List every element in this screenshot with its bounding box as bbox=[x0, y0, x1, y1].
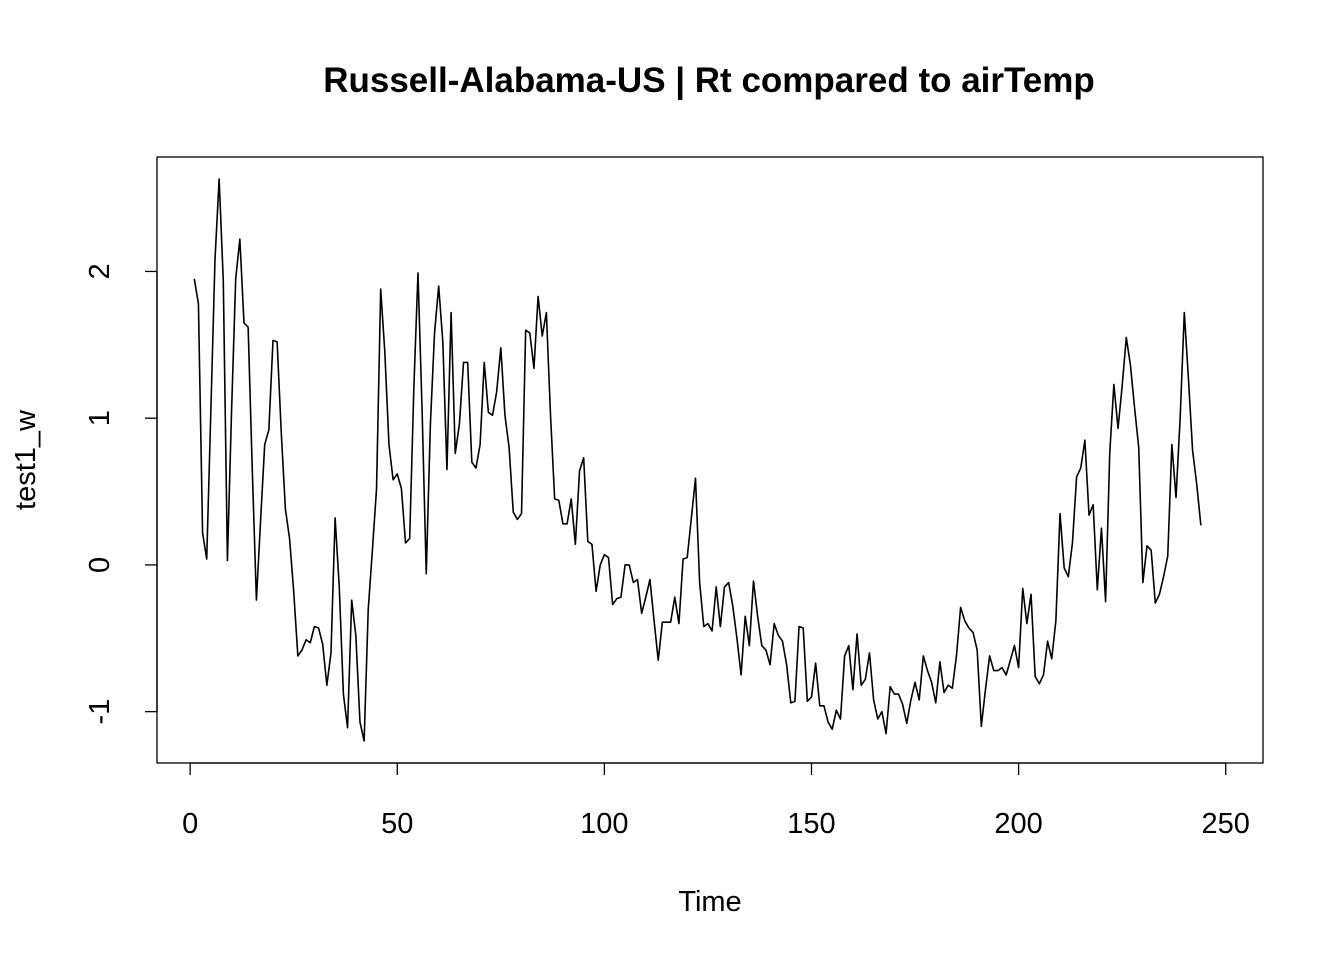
x-tick-label: 200 bbox=[994, 808, 1042, 840]
chart-title: Russell-Alabama-US | Rt compared to airT… bbox=[323, 61, 1095, 100]
y-axis: -1 0 1 2 bbox=[84, 263, 158, 725]
x-tick-label: 50 bbox=[381, 808, 413, 840]
y-tick-label: 1 bbox=[84, 410, 116, 426]
x-tick-label: 250 bbox=[1202, 808, 1250, 840]
x-tick-label: 0 bbox=[182, 808, 198, 840]
y-tick-label: 0 bbox=[84, 557, 116, 573]
x-axis: 0 50 100 150 200 250 bbox=[182, 762, 1250, 840]
x-tick-label: 100 bbox=[580, 808, 628, 840]
series-line bbox=[193, 178, 1202, 742]
y-tick-label: 2 bbox=[84, 263, 116, 279]
x-tick-label: 150 bbox=[787, 808, 835, 840]
plot-area-border bbox=[156, 156, 1264, 764]
x-axis-label: Time bbox=[678, 886, 741, 918]
y-axis-label: test1_w bbox=[10, 409, 42, 510]
y-tick-label: -1 bbox=[84, 699, 116, 725]
